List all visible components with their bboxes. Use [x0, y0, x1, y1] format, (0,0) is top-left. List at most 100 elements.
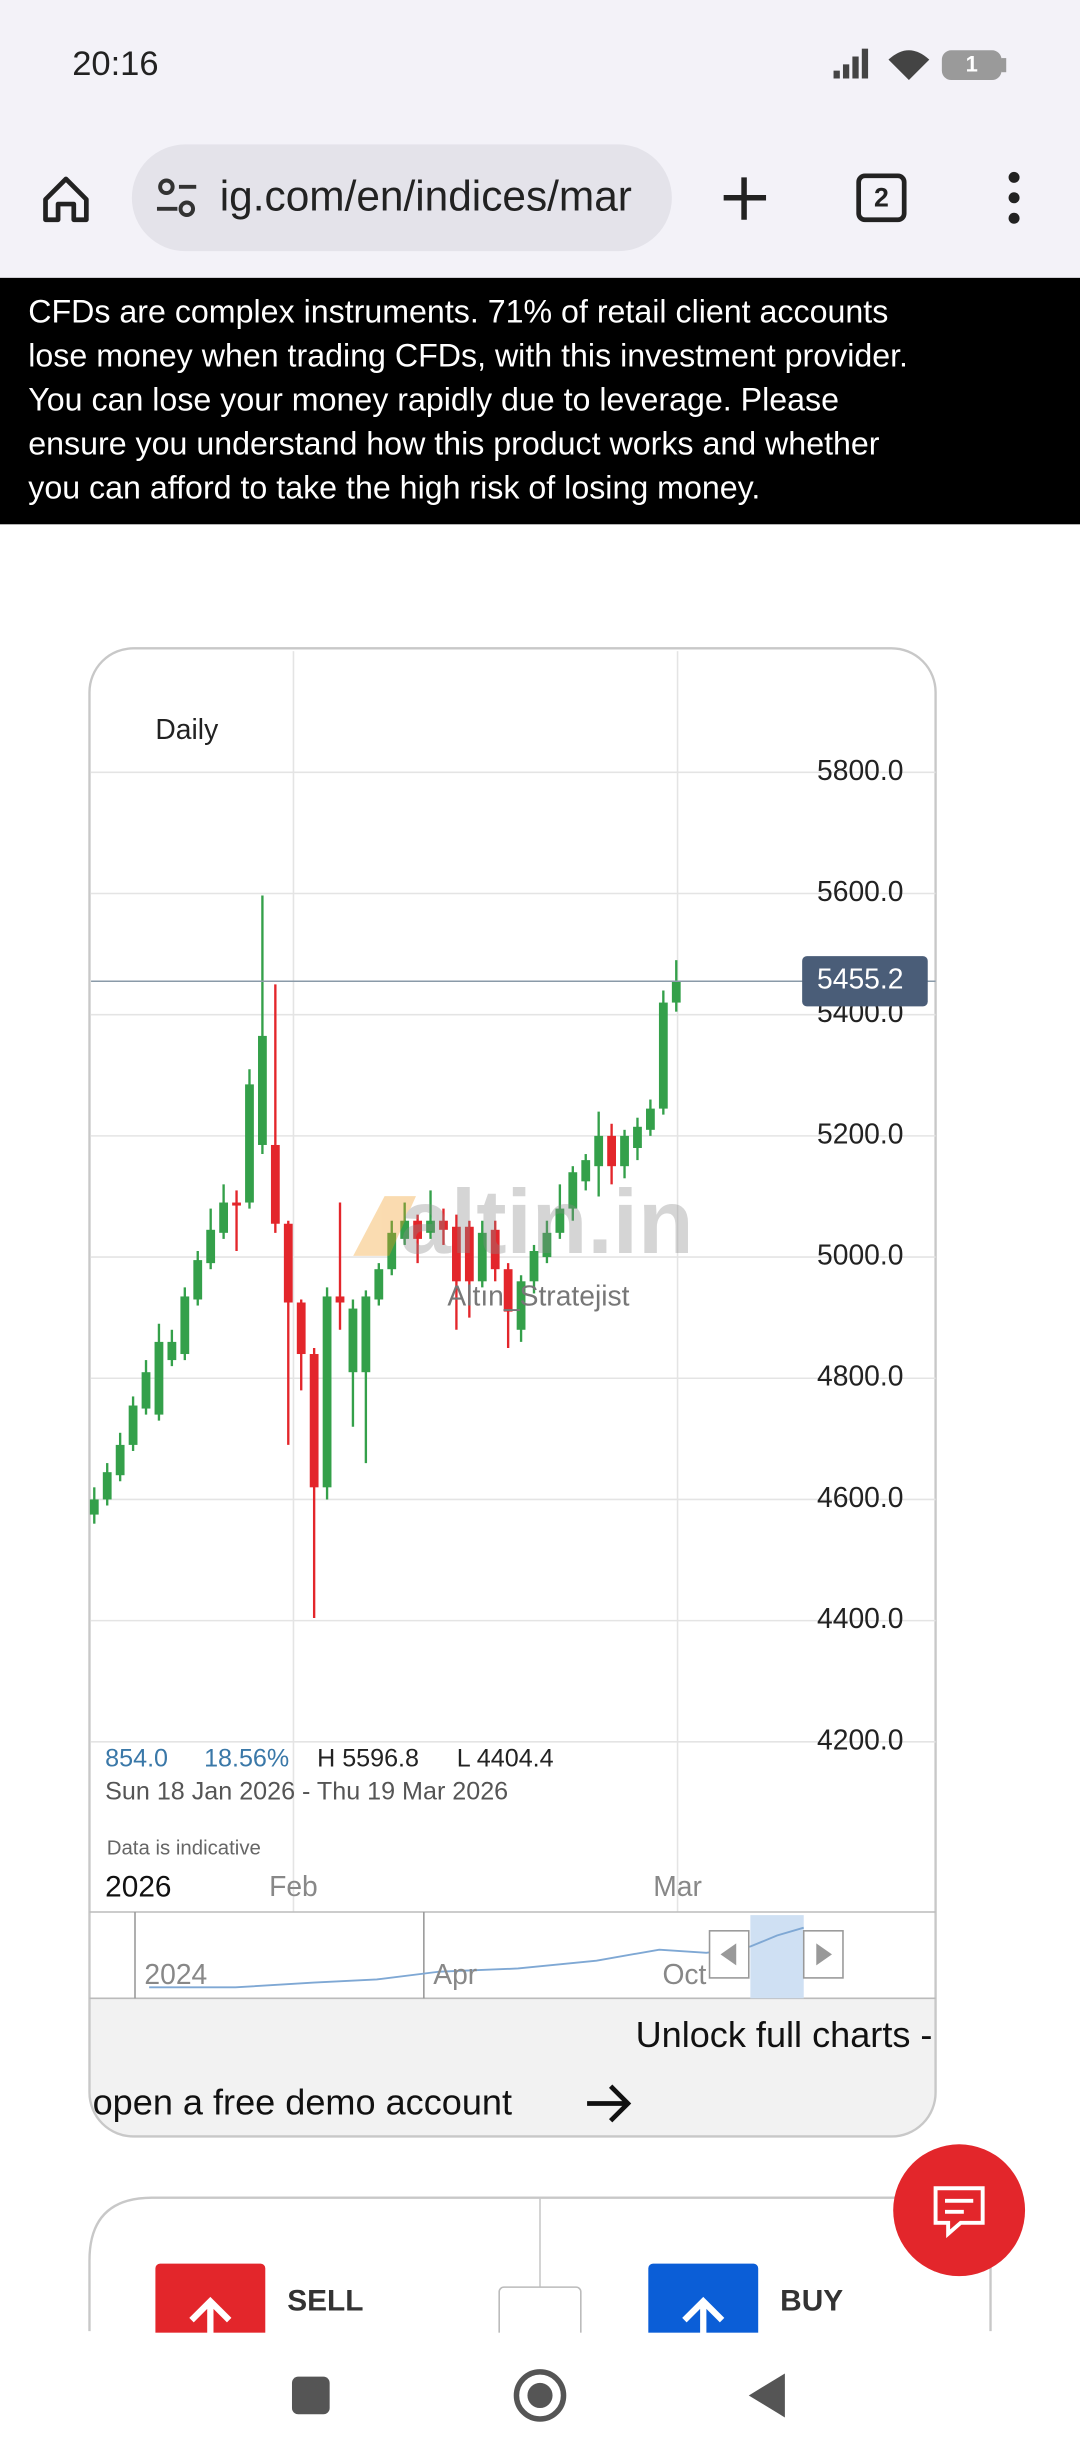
- risk-warning-line: CFDs are complex instruments. 71% of ret…: [28, 293, 888, 329]
- home-button[interactable]: [43, 176, 89, 223]
- candle-body: [620, 1135, 629, 1167]
- candle-body: [400, 1220, 410, 1239]
- y-tick-label: 4800.0: [817, 1360, 903, 1392]
- candle-body: [671, 981, 681, 1003]
- y-tick-label: 4600.0: [817, 1481, 903, 1513]
- candle-body: [594, 1135, 604, 1167]
- candle-body: [102, 1472, 112, 1500]
- buy-label[interactable]: BUY: [780, 2285, 843, 2318]
- battery-level: 1: [966, 52, 978, 77]
- new-tab-button[interactable]: [723, 177, 767, 220]
- risk-warning-line: lose money when trading CFDs, with this …: [28, 337, 908, 373]
- site-settings-icon[interactable]: [156, 178, 197, 218]
- risk-warning-bg: [0, 277, 1080, 525]
- candle-body: [452, 1226, 461, 1282]
- x-tick-label: Feb: [269, 1870, 318, 1902]
- watermark-author: Altın_Stratejist: [447, 1280, 629, 1312]
- candle-body: [516, 1281, 526, 1330]
- y-tick-label: 4200.0: [817, 1723, 903, 1755]
- cta-line[interactable]: open a free demo account: [93, 2082, 512, 2123]
- candle-body: [658, 1002, 668, 1109]
- signal-icon: [833, 48, 869, 79]
- date-range: Sun 18 Jan 2026 - Thu 19 Mar 2026: [105, 1777, 508, 1805]
- last-price-label: 5455.2: [817, 963, 903, 995]
- navigator-label: Oct: [662, 1958, 706, 1990]
- y-tick-label: 5200.0: [817, 1117, 903, 1149]
- battery-icon: [941, 50, 1002, 81]
- watermark: altin.in: [353, 1172, 694, 1273]
- candle-body: [232, 1202, 241, 1206]
- candle-body: [141, 1372, 151, 1409]
- candle-body: [258, 1035, 267, 1145]
- candle-body: [348, 1308, 358, 1373]
- period-high: H 5596.8: [317, 1744, 419, 1772]
- interval-label: Daily: [155, 713, 219, 745]
- candle-body: [309, 1354, 319, 1488]
- cta-arrow[interactable]: [587, 2084, 632, 2123]
- candle-body: [568, 1172, 578, 1209]
- candle-body: [128, 1405, 138, 1445]
- candle-body: [361, 1296, 371, 1373]
- chat-icon: [933, 2186, 985, 2239]
- menu-button[interactable]: [1008, 171, 1020, 224]
- period-low: L 4404.4: [457, 1744, 554, 1772]
- home-nav-button[interactable]: [513, 2369, 567, 2422]
- candle-body: [270, 1144, 280, 1224]
- address-bar[interactable]: [131, 144, 672, 252]
- url-text[interactable]: ig.com/en/indices/mar: [220, 173, 632, 220]
- candle-body: [193, 1260, 203, 1300]
- candle-body: [607, 1135, 617, 1167]
- candle-body: [529, 1251, 539, 1282]
- cta-area[interactable]: [89, 1998, 936, 2139]
- candle-body: [426, 1220, 435, 1233]
- tab-count[interactable]: 2: [874, 182, 889, 212]
- candle-body: [387, 1232, 397, 1270]
- candle-body: [503, 1269, 513, 1312]
- last-price-tag: [802, 956, 928, 1007]
- home-nav-dot: [527, 2382, 553, 2409]
- cta-line[interactable]: Unlock full charts -: [636, 2014, 933, 2055]
- navigator[interactable]: [89, 1911, 936, 2000]
- y-tick-label: 5600.0: [817, 875, 903, 907]
- candle-body: [180, 1296, 190, 1355]
- candle-body: [646, 1108, 655, 1130]
- y-tick-label: 5800.0: [817, 754, 903, 786]
- risk-warning-line: you can afford to take the high risk of …: [28, 469, 760, 505]
- navigator-label: 2024: [144, 1958, 207, 1990]
- candle-body: [219, 1202, 229, 1233]
- wifi-icon: [888, 50, 930, 81]
- candle-body: [374, 1269, 384, 1300]
- clock: 20:16: [72, 45, 158, 83]
- candle-body: [206, 1229, 216, 1264]
- candle-body: [439, 1220, 448, 1230]
- candle-body: [581, 1160, 591, 1182]
- watermark-logo: altin.in: [400, 1172, 693, 1273]
- recents-button[interactable]: [291, 2376, 330, 2415]
- tabs-button[interactable]: [856, 173, 907, 223]
- y-tick-label: 4400.0: [817, 1602, 903, 1634]
- navigator-label: Apr: [433, 1958, 477, 1990]
- sell-label[interactable]: SELL: [287, 2285, 363, 2318]
- candle-body: [413, 1220, 423, 1239]
- candle-body: [89, 1499, 99, 1515]
- candle-body: [322, 1296, 332, 1488]
- data-note: Data is indicative: [107, 1838, 261, 1860]
- y-tick-label: 5000.0: [817, 1239, 903, 1271]
- x-tick-label: Mar: [653, 1870, 702, 1902]
- year-label: 2026: [105, 1870, 171, 1903]
- candle-body: [555, 1208, 565, 1233]
- candle-body: [115, 1444, 125, 1476]
- risk-warning-line: ensure you understand how this product w…: [28, 425, 880, 461]
- candle-body: [167, 1341, 177, 1361]
- back-button[interactable]: [748, 2373, 785, 2418]
- candle-body: [283, 1223, 293, 1303]
- candle-body: [296, 1302, 306, 1355]
- change-percent: 18.56%: [204, 1744, 289, 1772]
- candle-body: [542, 1232, 552, 1258]
- battery-tip: [1001, 58, 1007, 73]
- chart-card-border: [88, 647, 937, 2138]
